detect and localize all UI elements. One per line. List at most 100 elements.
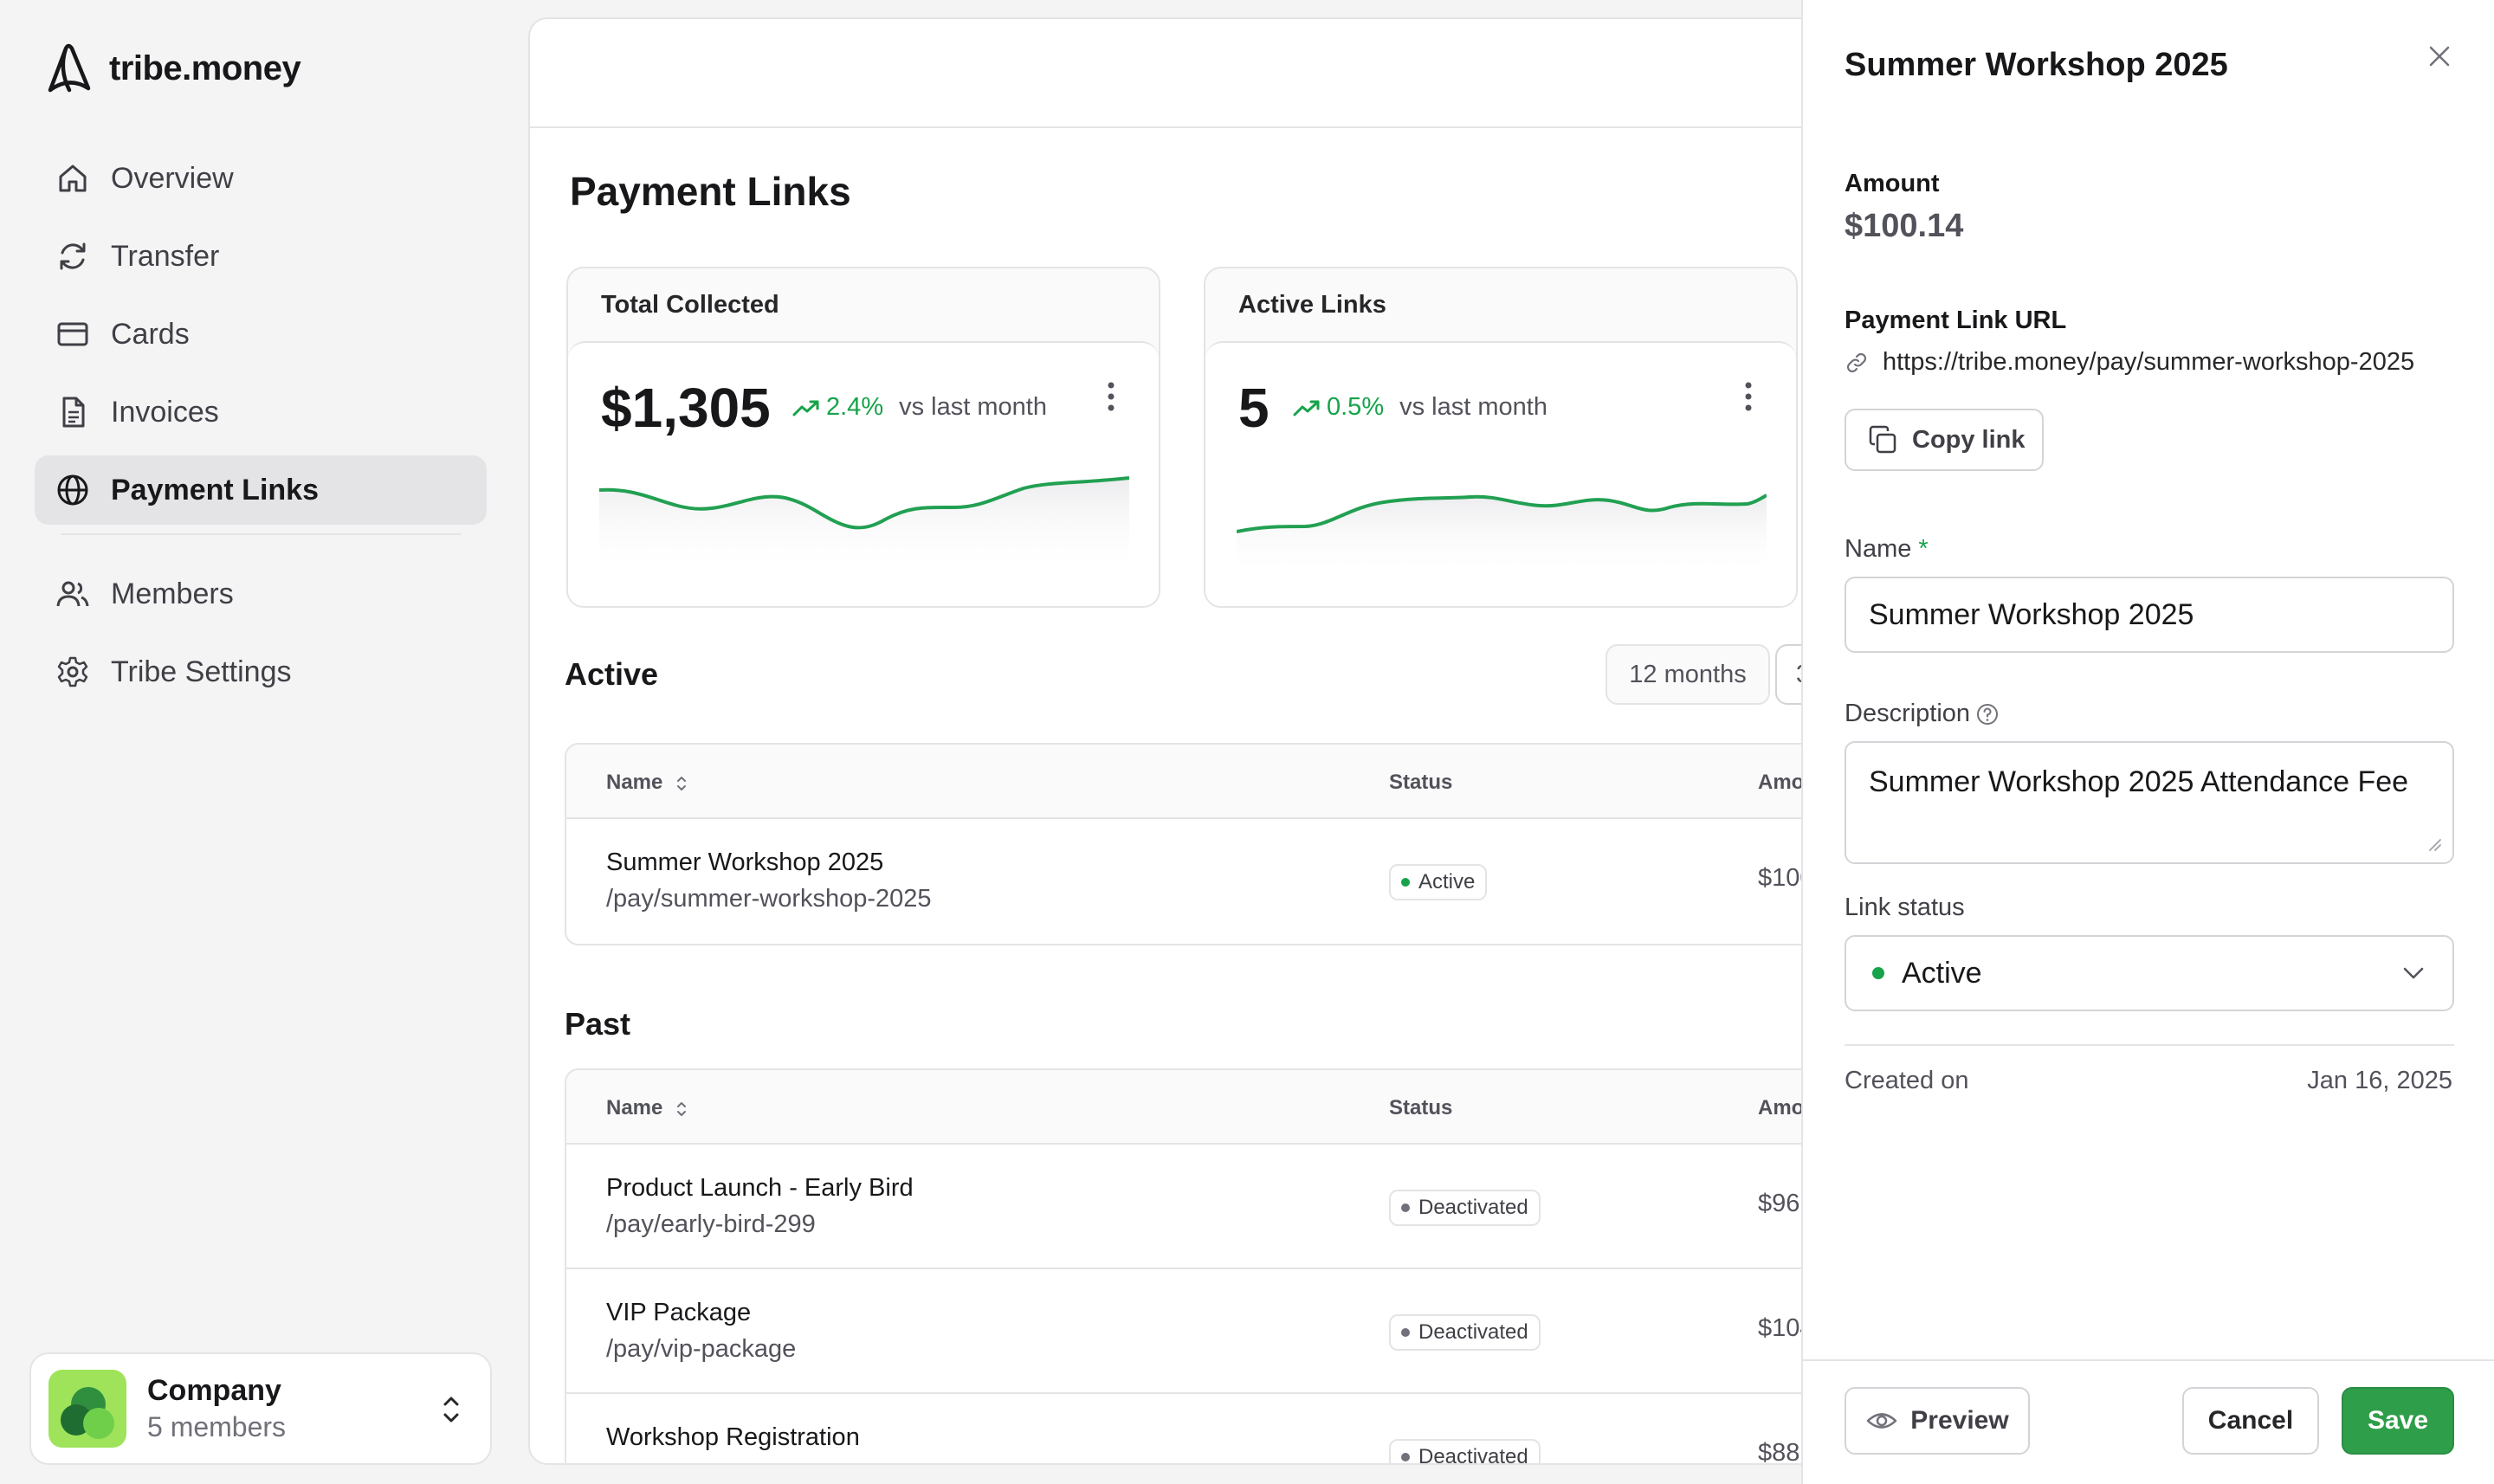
- url-label: Payment Link URL: [1845, 306, 2067, 334]
- sidebar-item-payment-links[interactable]: Payment Links: [35, 455, 487, 525]
- total-collected-card: Total Collected $1,305 2.4% vs last mont…: [566, 267, 1160, 608]
- link-amount: $88.4: [1758, 1439, 1801, 1465]
- brand-name: tribe.money: [109, 48, 301, 87]
- range-filter-button[interactable]: 12 months: [1606, 644, 1770, 705]
- preview-button[interactable]: Preview: [1845, 1387, 2030, 1455]
- tribe-logo-icon: [48, 43, 91, 93]
- chevron-down-icon: [2403, 967, 2424, 979]
- payment-link-url[interactable]: https://tribe.money/pay/summer-workshop-…: [1845, 348, 2414, 377]
- link-name: Summer Workshop 2025: [606, 848, 884, 876]
- description-text: Summer Workshop 2025 Attendance Fee: [1869, 765, 2409, 798]
- trend-percent: 2.4%: [826, 393, 884, 421]
- sidebar-item-label: Tribe Settings: [111, 655, 292, 688]
- main-content: Payment Links Total Collected $1,305 2.4…: [528, 17, 1801, 1465]
- trend-percent: 0.5%: [1327, 393, 1385, 421]
- trend-indicator: 0.5% vs last month: [1292, 393, 1547, 422]
- company-name: Company: [147, 1374, 281, 1407]
- column-status-header: Status: [1389, 1096, 1453, 1119]
- link-name: Workshop Registration: [606, 1423, 860, 1451]
- sidebar-item-cards[interactable]: Cards: [35, 300, 487, 369]
- sidebar-item-tribe-settings[interactable]: Tribe Settings: [35, 637, 487, 707]
- table-row[interactable]: Summer Workshop 2025 /pay/summer-worksho…: [566, 819, 1801, 944]
- company-avatar: [48, 1370, 126, 1448]
- company-members: 5 members: [147, 1411, 287, 1442]
- more-options-icon[interactable]: [1107, 381, 1115, 412]
- panel-title: Summer Workshop 2025: [1845, 47, 2228, 83]
- trend-compare: vs last month: [899, 393, 1047, 421]
- resize-handle-icon[interactable]: [2425, 835, 2442, 852]
- name-input[interactable]: Summer Workshop 2025: [1845, 577, 2454, 653]
- amount-label: Amount: [1845, 170, 1940, 197]
- sidebar-item-transfer[interactable]: Transfer: [35, 222, 487, 291]
- column-amount-header: Amou: [1758, 1096, 1801, 1119]
- sidebar-item-label: Cards: [111, 317, 190, 351]
- brand-logo[interactable]: tribe.money: [43, 42, 301, 95]
- table-row[interactable]: VIP Package /pay/vip-package Deactivated…: [566, 1269, 1801, 1394]
- status-badge-label: Deactivated: [1418, 1445, 1528, 1465]
- link-path: /pay/vip-package: [606, 1335, 797, 1363]
- link-amount: $96.:: [1758, 1190, 1801, 1217]
- sidebar-item-label: Transfer: [111, 239, 220, 273]
- status-badge-label: Deactivated: [1418, 1320, 1528, 1344]
- status-badge: Deactivated: [1389, 1314, 1541, 1351]
- name-field-label: Name *: [1845, 535, 1929, 563]
- trend-up-icon: [792, 400, 819, 416]
- description-textarea[interactable]: Summer Workshop 2025 Attendance Fee: [1845, 741, 2454, 864]
- status-badge: Active: [1389, 864, 1488, 900]
- sidebar-item-members[interactable]: Members: [35, 559, 487, 629]
- url-text: https://tribe.money/pay/summer-workshop-…: [1883, 348, 2415, 376]
- card-value: $1,305: [601, 377, 771, 439]
- company-switcher[interactable]: Company 5 members: [29, 1352, 492, 1465]
- divider: [1845, 1044, 2454, 1046]
- link-status-select[interactable]: Active: [1845, 935, 2454, 1011]
- sidebar-item-label: Members: [111, 577, 234, 610]
- status-badge-label: Deactivated: [1418, 1196, 1528, 1219]
- sidebar-item-overview[interactable]: Overview: [35, 144, 487, 213]
- sort-icon: [677, 776, 687, 790]
- gear-icon: [57, 656, 88, 687]
- copy-icon: [1869, 425, 1896, 454]
- close-icon[interactable]: [2426, 43, 2452, 69]
- sidebar-item-invoices[interactable]: Invoices: [35, 377, 487, 447]
- sidebar: tribe.money Overview Transfer Cards Invo…: [0, 0, 516, 1484]
- card-title: Total Collected: [601, 290, 779, 319]
- column-amount-header: Amou: [1758, 771, 1801, 794]
- trend-up-icon: [1293, 400, 1320, 416]
- trend-compare: vs last month: [1399, 393, 1547, 421]
- column-name-label: Name: [606, 1096, 663, 1119]
- range-filter-next[interactable]: 3: [1775, 644, 1801, 705]
- card-icon: [57, 322, 88, 346]
- created-on-label: Created on: [1845, 1067, 1969, 1094]
- refresh-icon: [60, 242, 86, 270]
- document-icon: [62, 397, 85, 428]
- globe-icon: [57, 474, 88, 506]
- table-header: Name Status Amou: [566, 745, 1801, 819]
- column-name-header[interactable]: Name: [606, 1096, 688, 1120]
- more-options-icon[interactable]: [1744, 381, 1753, 412]
- column-name-label: Name: [606, 771, 663, 794]
- link-icon: [1846, 352, 1867, 372]
- link-amount: $100: [1758, 864, 1801, 892]
- table-header: Name Status Amou: [566, 1070, 1801, 1145]
- status-badge: Deactivated: [1389, 1190, 1541, 1226]
- active-section-title: Active: [565, 656, 659, 692]
- preview-label: Preview: [1910, 1406, 2009, 1435]
- column-name-header[interactable]: Name: [606, 771, 688, 795]
- panel-footer-divider: [1803, 1359, 2494, 1361]
- table-row[interactable]: Workshop Registration Deactivated $88.4: [566, 1394, 1801, 1465]
- sort-icon: [677, 1101, 687, 1116]
- sidebar-item-label: Overview: [111, 161, 234, 195]
- table-row[interactable]: Product Launch - Early Bird /pay/early-b…: [566, 1145, 1801, 1269]
- link-name: Product Launch - Early Bird: [606, 1174, 914, 1202]
- users-icon: [56, 581, 89, 607]
- sidebar-nav: Overview Transfer Cards Invoices Payment…: [35, 144, 487, 715]
- copy-link-button[interactable]: Copy link: [1845, 409, 2044, 471]
- past-section-title: Past: [565, 1006, 631, 1042]
- cancel-button[interactable]: Cancel: [2182, 1387, 2319, 1455]
- created-on-value: Jan 16, 2025: [2307, 1067, 2452, 1094]
- required-marker: *: [1918, 535, 1929, 563]
- amount-value: $100.14: [1845, 208, 1964, 244]
- help-icon[interactable]: [1975, 702, 2000, 726]
- link-name: VIP Package: [606, 1299, 752, 1326]
- save-button[interactable]: Save: [2342, 1387, 2454, 1455]
